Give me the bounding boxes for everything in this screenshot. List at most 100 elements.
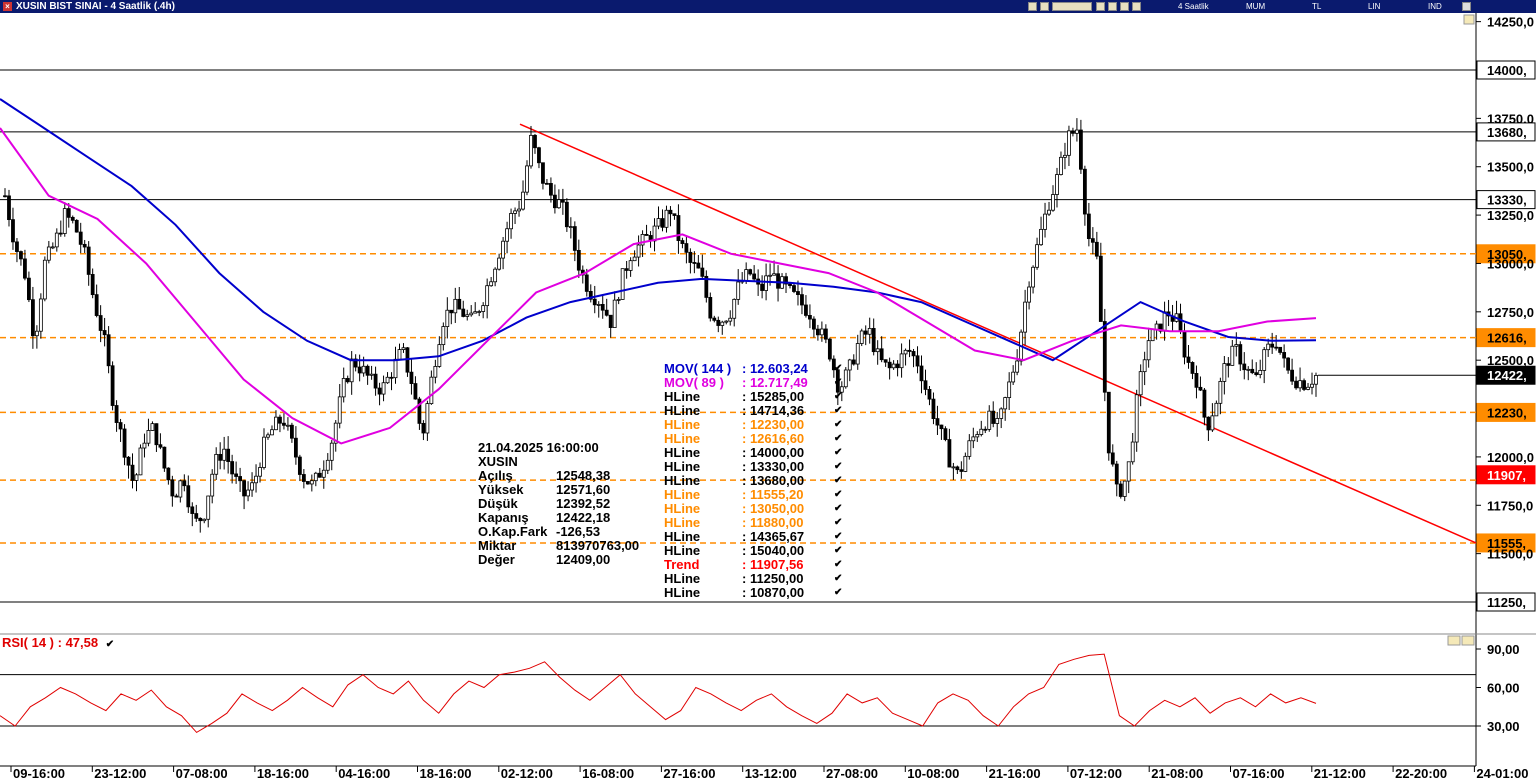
candle-body [935,418,940,426]
candle-body [1278,346,1283,353]
toolbar-icon-1[interactable] [1028,2,1037,11]
candle-body [1254,372,1259,375]
candle-body [525,165,529,193]
legend-check-icon[interactable]: ✔ [834,363,843,374]
info-key: Değer [478,552,515,567]
candle-body [230,461,235,475]
candle-body [266,434,270,438]
info-value: 12571,60 [556,482,611,497]
candle-body [875,348,880,353]
legend-check-icon[interactable]: ✔ [834,475,843,486]
legend-value: : 11555,20 [742,487,804,502]
candle-body [1218,381,1223,404]
legend-check-icon[interactable]: ✔ [834,447,843,458]
legend-check-icon[interactable]: ✔ [834,503,843,514]
candle-body [421,422,426,434]
candle-body [915,355,920,367]
legend-check-icon[interactable]: ✔ [834,433,843,444]
legend-check-icon[interactable]: ✔ [834,391,843,402]
toolbar-icon-2[interactable] [1040,2,1049,11]
toolbar-icon-7[interactable] [1132,2,1141,11]
rsi-menu-icon[interactable] [1447,635,1461,646]
candle-body [505,228,509,242]
candle-body [724,320,729,323]
legend-check-icon[interactable]: ✔ [834,573,843,584]
candle-body [218,453,223,461]
candle-body [337,396,342,424]
toolbar-icon-4[interactable] [1096,2,1105,11]
toolbar-icon-3[interactable] [1052,2,1092,11]
toolbar-icon-5[interactable] [1108,2,1117,11]
price-label-box [1476,402,1536,422]
info-value: 12548,38 [556,468,611,483]
legend-check-icon[interactable]: ✔ [834,489,843,500]
candle-body [349,358,354,383]
settings-icon[interactable] [1462,2,1471,11]
legend-check-icon[interactable]: ✔ [834,559,843,570]
info-key: Kapanış [478,510,529,525]
price-tick-label: 13050, [1487,247,1527,262]
candle-body [1270,343,1275,348]
price-tick-label: 12000,0 [1487,450,1534,465]
candle-body [102,330,107,336]
price-tick-label: 12750,0 [1487,305,1534,320]
rsi-close-icon[interactable] [1461,635,1475,646]
info-row: Açılış 12548,38 [478,469,639,483]
price-label-box [1476,122,1536,142]
legend-check-icon[interactable]: ✔ [834,531,843,542]
candle-body [584,274,589,292]
candle-body [879,348,884,361]
candle-body [772,273,776,276]
price-label-box [1476,60,1536,80]
price-label-box [1476,190,1536,210]
candle-body [684,243,689,253]
candle-body [899,353,904,369]
timeframe-button[interactable]: 4 Saatlik [1178,2,1209,11]
close-icon[interactable]: × [3,2,12,11]
candle-body [1178,313,1183,332]
candle-body [919,365,924,382]
candle-body [624,268,629,271]
candle-body [381,382,386,395]
legend-check-icon[interactable]: ✔ [834,377,843,388]
candle-body [393,358,398,379]
legend-check-icon[interactable]: ✔ [834,405,843,416]
candle-body [628,260,633,271]
candle-body [1082,168,1087,215]
candle-body [417,398,422,424]
candle-body [640,234,645,246]
candle-body [1126,461,1131,482]
legend-check-icon[interactable]: ✔ [834,419,843,430]
candle-body [1314,375,1318,385]
legend-row: HLine: 11880,00 ✔ [664,516,844,530]
candle-body [397,349,402,360]
rsi-check-icon[interactable]: ✔ [105,639,115,650]
scale-button[interactable]: LIN [1368,2,1381,11]
chart-menu-icon[interactable] [1463,14,1475,25]
candle-body [234,473,239,477]
candle-body [839,386,844,393]
candle-body [453,298,458,314]
legend-key: HLine [664,431,701,446]
rsi-tick-label: 30,00 [1487,719,1520,734]
candle-button[interactable]: MUM [1246,2,1266,11]
legend-value: : 15040,00 [742,543,805,558]
candle-body [1015,360,1020,373]
legend-check-icon[interactable]: ✔ [834,517,843,528]
price-tick-label: 11750,0 [1487,498,1533,513]
candle-body [15,241,19,252]
toolbar-icon-6[interactable] [1120,2,1129,11]
legend-check-icon[interactable]: ✔ [834,545,843,556]
candle-body [1146,340,1151,361]
currency-button[interactable]: TL [1312,2,1322,11]
price-tick-label: 13500,0 [1487,160,1534,175]
legend-check-icon[interactable]: ✔ [834,587,843,598]
candle-body [1055,174,1059,195]
candle-body [541,162,545,184]
time-tick-label: 21-12:00 [1314,766,1366,781]
legend-check-icon[interactable]: ✔ [834,461,843,472]
indicator-button[interactable]: IND [1428,2,1442,11]
candle-body [545,182,549,185]
candle-body [947,439,952,468]
